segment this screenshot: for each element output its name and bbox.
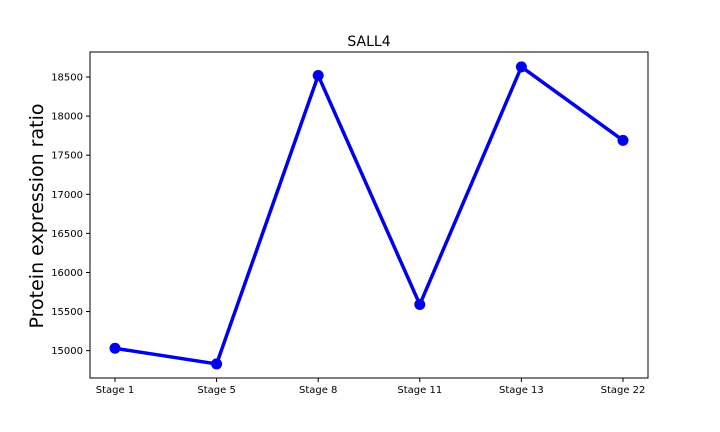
y-tick-label: 18500 [51,73,83,84]
data-point [211,358,223,370]
data-point [312,69,324,81]
x-tick-label: Stage 11 [397,385,442,396]
series-line [114,65,625,366]
data-point [109,342,121,354]
x-tick-label: Stage 5 [197,385,235,396]
x-tick-label: Stage 22 [601,385,646,396]
y-tick-label: 15000 [51,346,83,357]
y-axis-label: Protein expression ratio [26,104,48,329]
y-tick-label: 17500 [51,151,83,162]
data-point [414,299,426,311]
data-series [109,61,629,370]
plot-frame [89,51,649,379]
axes: 15000 15500 16000 16500 17000 17500 18000 18500… [51,73,645,396]
y-tick-label: 17000 [51,190,83,201]
y-tick-label: 16000 [51,268,83,279]
chart-title: SALL4 [347,34,390,50]
data-point [515,61,527,73]
x-tick-label: Stage 13 [499,385,544,396]
x-tick-label: Stage 8 [299,385,337,396]
y-tick-label: 15500 [51,307,83,318]
x-tick-label: Stage 1 [96,385,134,396]
data-point [617,134,629,146]
y-tick-label: 18000 [51,112,83,123]
y-tick-label: 16500 [51,229,83,240]
